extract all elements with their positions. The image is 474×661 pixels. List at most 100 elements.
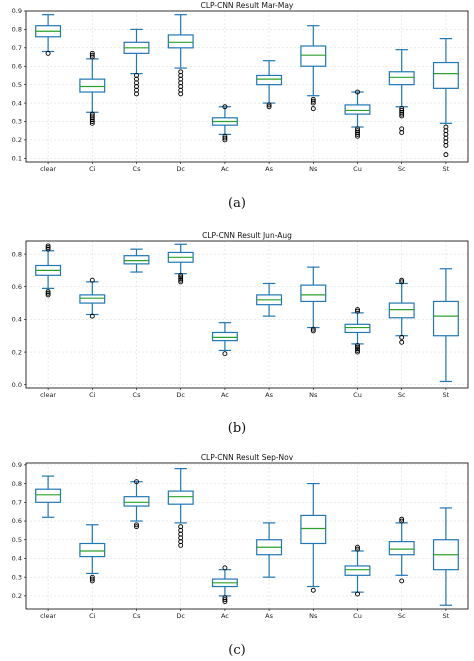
y-tick-label: 0.4 (12, 555, 22, 563)
box-body (300, 284, 327, 303)
x-tick-label: St (443, 612, 450, 620)
x-tick-label: As (265, 165, 273, 173)
box-Dc (167, 468, 194, 548)
x-tick-label: Ac (221, 165, 229, 173)
x-tick-label: Dc (176, 391, 185, 399)
y-tick-label: 0.6 (12, 62, 22, 70)
box-body (123, 496, 150, 507)
outlier-point (89, 574, 95, 580)
box-St (432, 38, 459, 158)
outlier-point (222, 351, 228, 357)
outlier-point (178, 274, 184, 280)
outlier-point (355, 307, 360, 313)
x-tick-label: St (443, 165, 450, 173)
y-tick-label: 0.5 (12, 81, 22, 89)
x-tick-label: Ns (309, 165, 318, 173)
x-tick-label: clear (40, 165, 56, 173)
y-tick-label: 0.8 (12, 26, 22, 34)
outlier-point (355, 346, 360, 352)
box-Dc (167, 243, 194, 285)
x-tick-label: Cs (133, 612, 142, 620)
y-tick-label: 0.7 (12, 499, 22, 507)
outlier-point (89, 277, 95, 283)
y-tick-label: 0.9 (12, 7, 22, 15)
x-tick-label: Cs (133, 391, 142, 399)
outlier-point (134, 522, 139, 528)
y-tick-label: 0.3 (12, 573, 22, 581)
outlier-point (134, 479, 139, 485)
box-body (388, 71, 415, 86)
outlier-point (355, 89, 360, 95)
box-body (388, 541, 415, 556)
y-tick-label: 0.6 (12, 517, 22, 525)
x-tick-label: Cs (133, 165, 142, 173)
y-tick-label: 0.8 (12, 480, 22, 488)
outlier-point (355, 591, 360, 597)
box-As (256, 282, 283, 317)
y-tick-label: 0.0 (12, 381, 22, 389)
chart-title: CLP-CNN Result Jun-Aug (202, 231, 292, 240)
x-tick-label: clear (40, 612, 56, 620)
box-Ci (79, 524, 106, 584)
outlier-point (222, 135, 228, 141)
box-body (388, 302, 415, 319)
panel-caption: (c) (228, 643, 245, 658)
outlier-point (178, 276, 184, 282)
box-St (432, 268, 459, 383)
y-tick-label: 0.8 (12, 250, 22, 258)
box-body (211, 331, 238, 342)
panel-caption: (a) (228, 196, 246, 211)
outlier-point (89, 113, 95, 119)
outlier-point (355, 544, 360, 550)
box-body (123, 255, 150, 265)
outlier-point (178, 524, 184, 530)
x-tick-label: clear (40, 391, 56, 399)
outlier-point (45, 290, 51, 296)
x-tick-label: Sc (398, 391, 406, 399)
box-body (35, 488, 62, 503)
panel-caption: (b) (228, 421, 246, 436)
x-tick-label: Sc (398, 165, 406, 173)
outlier-point (310, 96, 316, 102)
x-tick-label: Ci (89, 612, 96, 620)
x-tick-label: Ac (221, 391, 229, 399)
y-tick-label: 0.9 (12, 461, 22, 469)
outlier-point (399, 277, 405, 283)
x-tick-label: Sc (398, 612, 406, 620)
outlier-point (310, 98, 316, 104)
x-tick-label: Cu (353, 165, 362, 173)
outlier-point (399, 578, 405, 584)
outlier-point (399, 516, 405, 522)
box-Sc (388, 49, 415, 135)
outlier-point (178, 69, 184, 75)
outlier-point (310, 328, 316, 334)
box-body (167, 34, 194, 49)
box-Dc (167, 14, 194, 97)
box-Cu (344, 307, 371, 355)
outlier-point (89, 52, 95, 58)
chart-panel-2: CLP-CNN Result Jun-Aug 0.0 0.2 0.4 0.6 0.8 cle… (12, 231, 469, 436)
box-St (432, 507, 459, 606)
outlier-point (355, 126, 360, 132)
y-tick-label: 0.1 (12, 155, 22, 163)
box-clear (35, 14, 62, 56)
x-tick-label: As (265, 391, 273, 399)
box-body (344, 104, 371, 115)
box-body (344, 565, 371, 576)
x-tick-label: Ns (309, 612, 318, 620)
box-body (432, 61, 459, 89)
y-tick-label: 0.4 (12, 99, 22, 107)
outlier-point (355, 546, 360, 552)
x-tick-label: As (265, 612, 273, 620)
chart-panel-3: CLP-CNN Result Sep-Nov 0.2 0.3 0.4 0.5 0.6 0.7… (12, 453, 469, 658)
x-tick-label: Dc (176, 612, 185, 620)
outlier-point (134, 524, 139, 530)
box-As (256, 522, 283, 578)
box-Sc (388, 516, 415, 584)
box-body (300, 514, 327, 545)
outlier-point (399, 339, 405, 345)
box-body (300, 45, 327, 67)
x-tick-label: St (443, 391, 450, 399)
outlier-point (178, 279, 184, 285)
